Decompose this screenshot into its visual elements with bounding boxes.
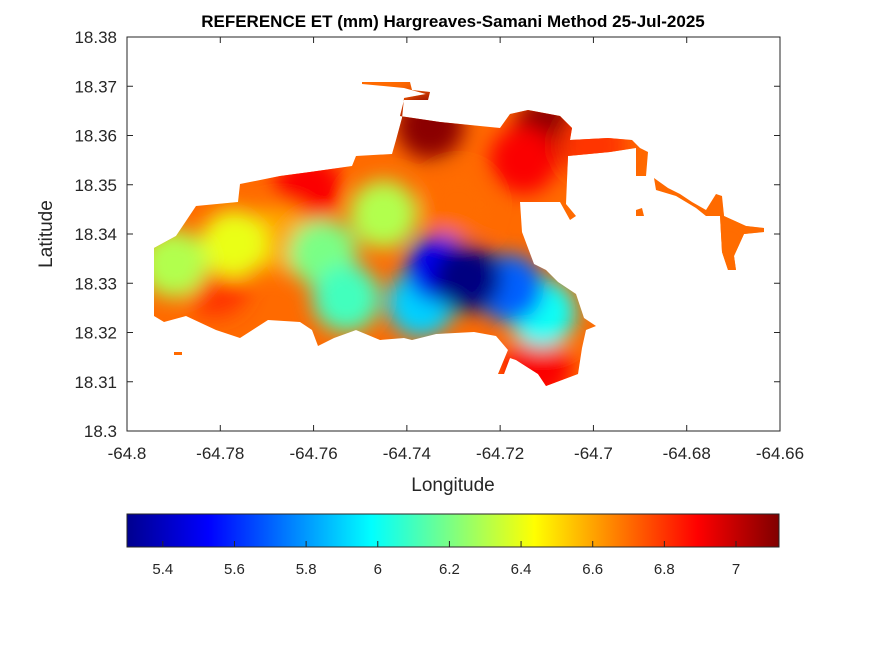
y-tick-label: 18.31 [74,373,117,392]
y-tick-label: 18.34 [74,225,117,244]
colorbar-tick-label: 5.8 [296,561,317,578]
colorbar-tick-label: 6.6 [582,561,603,578]
chart-title: REFERENCE ET (mm) Hargreaves-Samani Meth… [201,12,705,31]
colorbar-tick-label: 6 [374,561,382,578]
x-tick-label: -64.66 [756,444,804,463]
y-tick-label: 18.36 [74,127,117,146]
et-value-blob [433,244,502,313]
colorbar-tick-label: 5.6 [224,561,245,578]
y-tick-label: 18.3 [84,422,117,441]
tick-marks [126,36,781,432]
x-tick-label: -64.7 [574,444,613,463]
et-value-blob [424,170,493,239]
et-value-blob [489,126,558,195]
colorbar-tick-label: 6.8 [654,561,675,578]
x-axis-label: Longitude [411,475,494,496]
y-axis-label: Latitude [36,200,57,268]
x-tick-label: -64.72 [476,444,524,463]
x-tick-label: -64.74 [383,444,431,463]
colorbar-tick-label: 5.4 [152,561,173,578]
et-value-blob [349,180,418,249]
x-tick-label: -64.76 [289,444,337,463]
colorbar-tick-label: 6.4 [511,561,532,578]
x-tick-labels: -64.8 -64.78 -64.76 -64.74 -64.72 -64.7 -64.68… [108,444,804,463]
et-value-blob [312,264,381,333]
x-tick-label: -64.8 [108,444,147,463]
y-tick-labels: 18.3818.3718.3618.3518.3418.3318.3218.31… [74,28,117,441]
colorbar-tick-label: 7 [732,561,740,578]
x-tick-label: -64.78 [196,444,244,463]
colorbar-tick-labels: 5.4 5.6 5.8 6 6.2 6.4 6.6 6.8 7 [152,561,740,578]
x-tick-label: -64.68 [663,444,711,463]
colorbar-tick-label: 6.2 [439,561,460,578]
y-tick-label: 18.33 [74,274,117,293]
y-tick-label: 18.37 [74,77,117,96]
colorbar [126,513,780,548]
colorbar-ticks [162,541,737,547]
y-tick-label: 18.32 [74,324,117,343]
et-value-blob [200,209,269,278]
y-tick-label: 18.38 [74,28,117,47]
y-tick-label: 18.35 [74,176,117,195]
